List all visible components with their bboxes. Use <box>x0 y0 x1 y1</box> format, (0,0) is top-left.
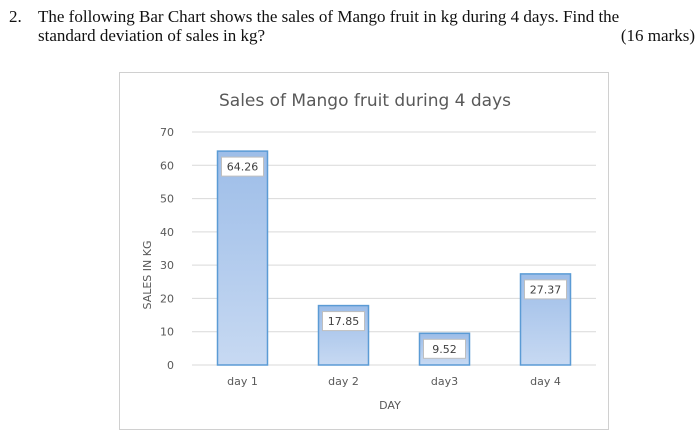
data-label: 17.85 <box>328 315 360 328</box>
data-labels: 64.26 17.85 9.52 27.37 <box>221 156 567 359</box>
data-label-box <box>524 279 567 300</box>
y-tick-label: 70 <box>160 126 174 139</box>
bar-chart: 64.26 17.85 9.52 27.37 0 10 20 30 40 50 60 70 day … <box>119 72 609 430</box>
y-tick-label: 30 <box>160 259 174 272</box>
x-axis-ticks: day 1 day 2 day3 day 4 <box>227 375 561 388</box>
y-axis-ticks: 0 10 20 30 40 50 60 70 <box>160 126 174 372</box>
question-text: 2. The following Bar Chart shows the sale… <box>9 7 695 45</box>
question-number: 2. <box>9 7 22 26</box>
y-tick-label: 50 <box>160 193 174 206</box>
y-tick-label: 60 <box>160 159 174 172</box>
x-tick-label: day 4 <box>530 375 561 388</box>
question-marks: (16 marks) <box>620 26 695 45</box>
data-label-box <box>322 311 365 332</box>
question-line-2: standard deviation of sales in kg? (16 m… <box>9 26 695 45</box>
question-line-1: 2. The following Bar Chart shows the sale… <box>9 7 695 26</box>
data-label: 27.37 <box>530 283 562 296</box>
x-tick-label: day 1 <box>227 375 258 388</box>
y-tick-label: 0 <box>167 359 174 372</box>
data-label-box <box>221 156 264 177</box>
chart-title: Sales of Mango fruit during 4 days <box>219 91 511 111</box>
bar <box>216 150 269 366</box>
question-line-1-text: The following Bar Chart shows the sales … <box>38 7 620 26</box>
y-axis-title: SALES IN KG <box>141 241 154 310</box>
y-tick-label: 10 <box>160 326 174 339</box>
data-label-box <box>423 338 466 359</box>
x-tick-label: day3 <box>431 375 458 388</box>
y-tick-label: 20 <box>160 292 174 305</box>
y-tick-label: 40 <box>160 226 174 239</box>
x-tick-label: day 2 <box>328 375 359 388</box>
question-line-2-text: standard deviation of sales in kg? <box>38 26 266 45</box>
bars <box>216 150 572 366</box>
data-label: 64.26 <box>227 161 259 174</box>
chart-canvas: 64.26 17.85 9.52 27.37 0 10 20 30 40 50 60 70 day … <box>141 91 596 412</box>
x-axis-title: DAY <box>379 399 401 412</box>
data-label: 9.52 <box>432 343 457 356</box>
